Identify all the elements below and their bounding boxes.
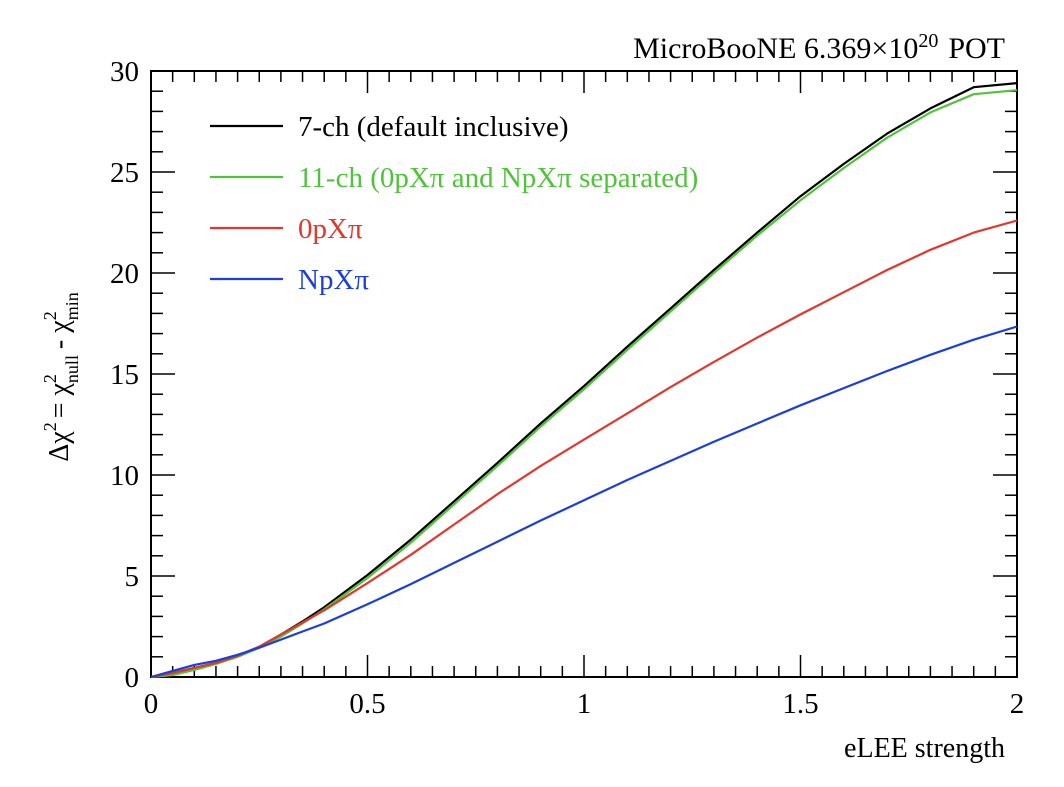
x-tick-label: 1.5 [782, 688, 818, 720]
chart-title-prefix: MicroBooNE 6.369×10 [633, 32, 918, 65]
chart-title-suffix: POT [948, 32, 1005, 65]
y-axis-title: Δχ2= χ2 null- χ2 min [40, 292, 82, 461]
legend-label: 11-ch (0pXπ and NpXπ separated) [298, 162, 698, 194]
ylabel-eq: = χ [44, 382, 75, 418]
legend: 7-ch (default inclusive) 11-ch (0pXπ and … [210, 111, 698, 296]
y-tick-label: 10 [110, 460, 139, 492]
chart-title-text: MicroBooNE 6.369×1020 POT [633, 30, 1005, 65]
legend-label: 0pXπ [298, 213, 363, 245]
y-tick-label: 25 [110, 157, 139, 189]
x-tick-label: 1 [577, 688, 592, 720]
x-tick-label: 2 [1010, 688, 1025, 720]
y-tick-label: 20 [110, 258, 139, 290]
x-tick-label: 0.5 [349, 688, 385, 720]
ylabel-min-sub: min [62, 292, 82, 320]
x-axis-title: eLEE strength [844, 733, 1005, 764]
ylabel-minus: - χ [44, 320, 75, 349]
ylabel-sup2: 2 [40, 374, 60, 383]
y-tick-label: 30 [110, 56, 139, 88]
ylabel-sup3: 2 [40, 311, 60, 320]
y-tick-label: 5 [125, 561, 140, 593]
ylabel-null-sub: null [62, 355, 82, 383]
ylabel-sup1: 2 [40, 422, 60, 431]
chart-title: MicroBooNE 6.369×1020 POT [633, 30, 1005, 65]
series-line [150, 219, 1018, 679]
legend-label: 7-ch (default inclusive) [298, 111, 569, 143]
x-tick-label: 0 [144, 688, 159, 720]
y-axis-title-text: Δχ2= χ2 null- χ2 min [40, 292, 82, 461]
chart-title-exponent: 20 [918, 30, 938, 52]
y-tick-label: 0 [125, 662, 140, 694]
legend-label: NpXπ [298, 264, 369, 296]
series-line [150, 325, 1018, 679]
ylabel-delta: Δχ [44, 431, 75, 462]
y-tick-label: 15 [110, 359, 139, 391]
